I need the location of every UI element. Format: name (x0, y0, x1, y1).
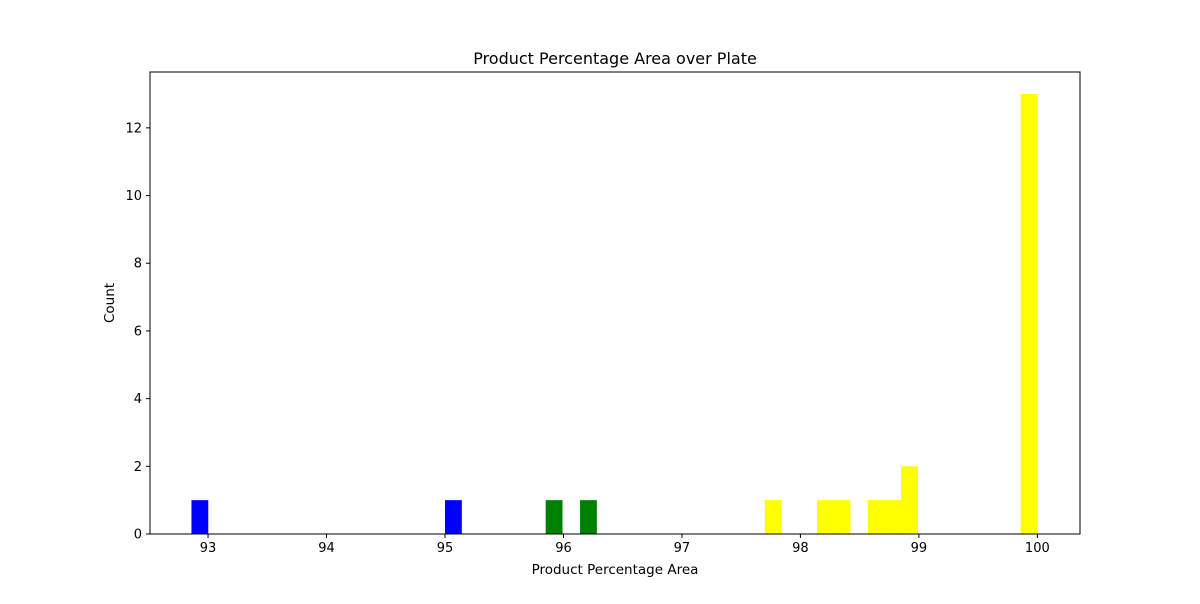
ticks-group: 93 94 95 96 97 98 99 100 0 2 4 6 8 10 12 (125, 121, 1049, 556)
y-axis-label: Count (102, 283, 118, 323)
histogram-bar-0 (191, 500, 209, 534)
histogram-bar-2 (545, 500, 563, 534)
y-tick-label: 10 (125, 189, 142, 204)
histogram-bar-10 (1020, 94, 1038, 534)
x-tick-label: 100 (1025, 541, 1050, 556)
x-axis-label: Product Percentage Area (532, 562, 699, 578)
y-tick-label: 4 (134, 392, 142, 407)
x-tick-label: 96 (555, 541, 572, 556)
y-tick-label: 8 (134, 257, 142, 272)
x-tick-label: 93 (200, 541, 217, 556)
plot-frame (149, 71, 1081, 535)
histogram-bar-7 (867, 500, 885, 534)
x-tick-label: 98 (792, 541, 809, 556)
x-tick-label: 94 (318, 541, 335, 556)
histogram-bar-6 (833, 500, 851, 534)
x-tick-label: 97 (674, 541, 691, 556)
bars-group (191, 94, 1038, 534)
x-tick-label: 99 (911, 541, 928, 556)
chart-title: Product Percentage Area over Plate (473, 49, 757, 68)
y-tick-label: 12 (125, 121, 142, 136)
histogram-bar-8 (884, 500, 902, 534)
histogram-bar-1 (444, 500, 462, 534)
x-tick-label: 95 (437, 541, 454, 556)
histogram-bar-5 (816, 500, 834, 534)
histogram-bar-9 (901, 466, 918, 534)
histogram-bar-4 (764, 500, 782, 534)
histogram-bar-3 (580, 500, 597, 534)
y-tick-label: 6 (134, 324, 142, 339)
y-tick-label: 2 (134, 460, 142, 475)
y-tick-label: 0 (134, 528, 142, 543)
